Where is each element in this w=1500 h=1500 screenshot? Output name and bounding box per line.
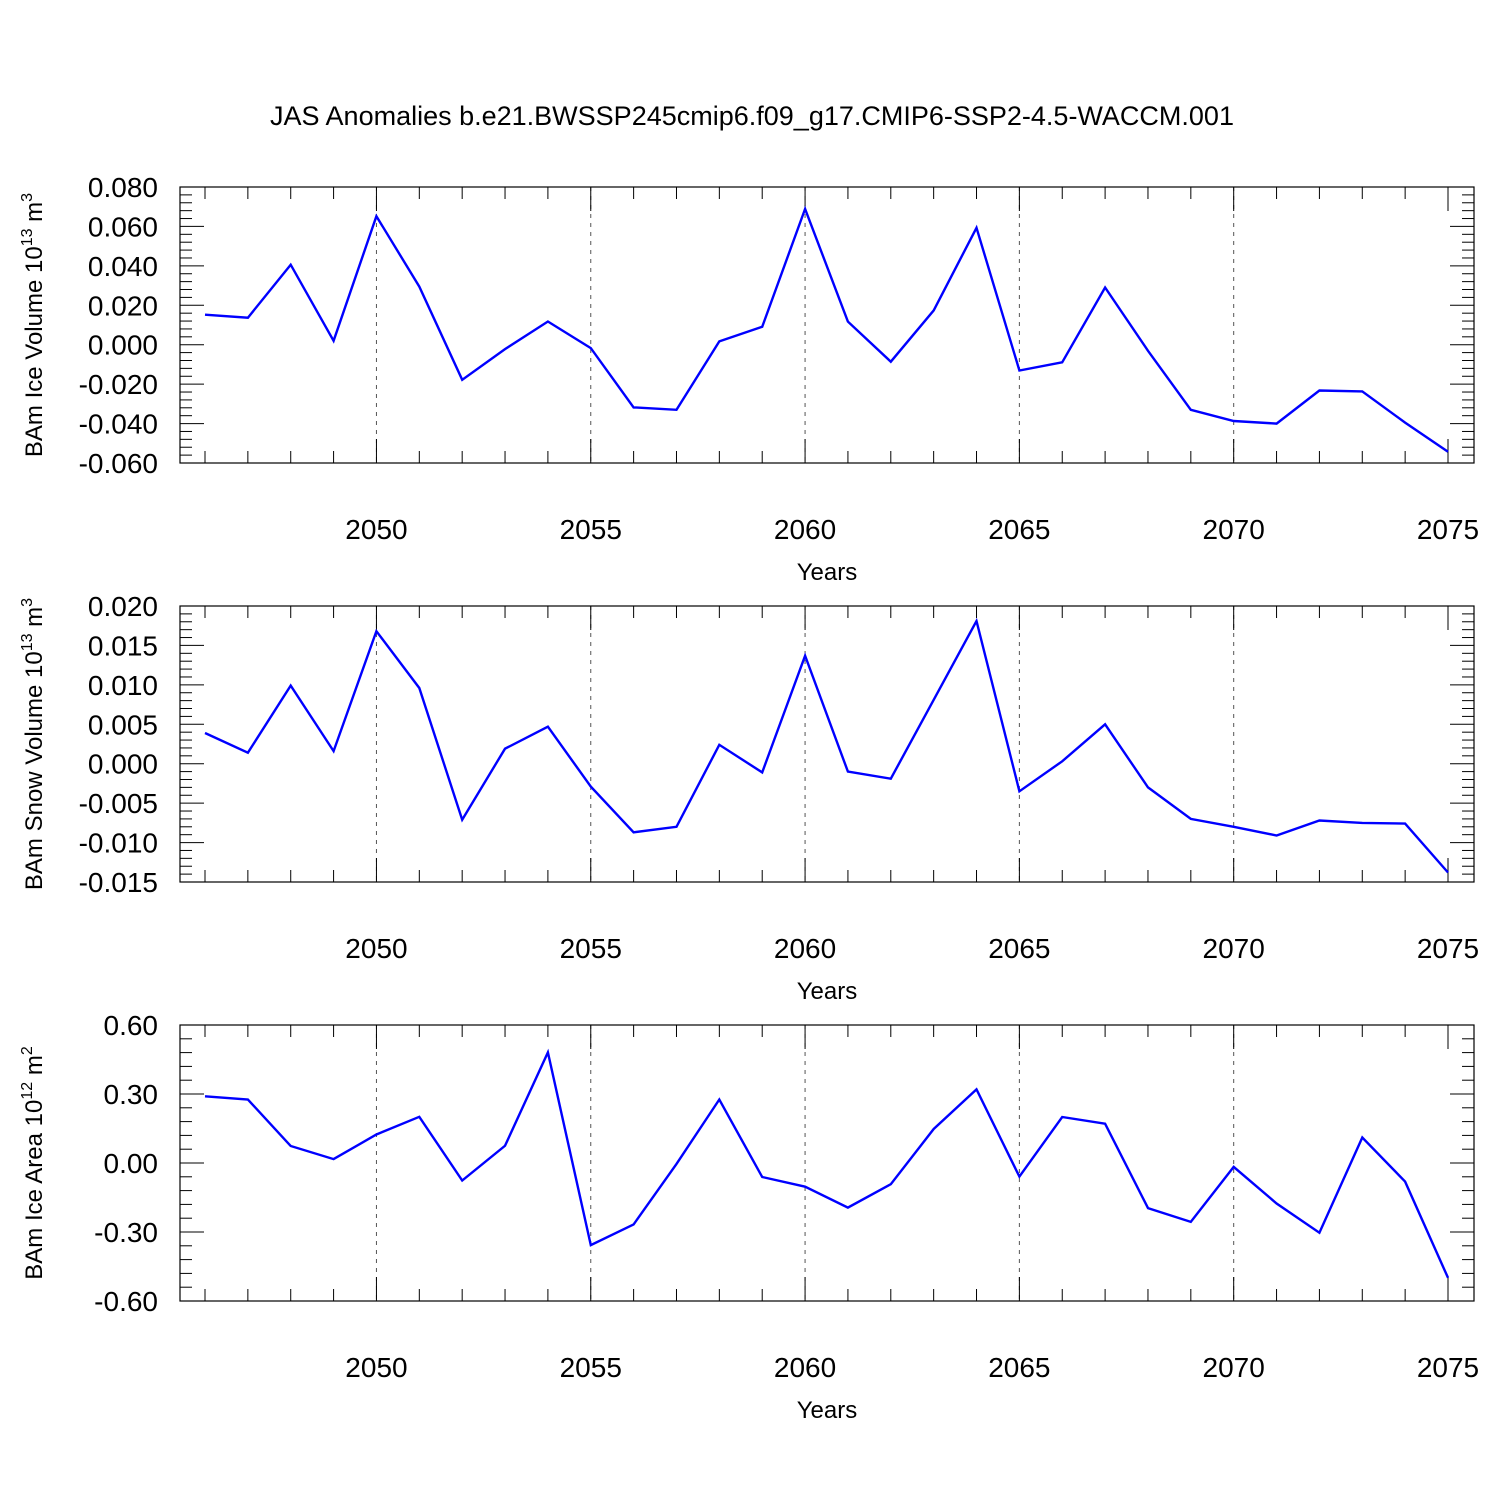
y-tick-label: -0.015 [79, 867, 158, 898]
chart-panel-1: 0.080 0.060 0.040 0.020 0.000 -0.020 -0.040 -0.… [19, 172, 1479, 586]
plot-frame [179, 605, 1475, 883]
x-tick-label: 2055 [560, 1352, 622, 1383]
y-axis-label: BAm Ice Area 1012 m2 [19, 1046, 48, 1280]
plot-frame [179, 1024, 1475, 1302]
x-tick-label: 2075 [1417, 514, 1479, 545]
x-tick-label: 2050 [345, 514, 407, 545]
x-tick-label: 2065 [988, 933, 1050, 964]
y-axis-label: BAm Ice Volume 1013 m3 [19, 193, 48, 457]
y-tick-label: 0.00 [104, 1148, 159, 1179]
y-tick-label: 0.60 [104, 1010, 159, 1041]
y-tick-label: 0.020 [88, 290, 158, 321]
y-tick-label: -0.005 [79, 788, 158, 819]
y-tick-label: 0.000 [88, 330, 158, 361]
y-tick-label: 0.000 [88, 749, 158, 780]
series-line [204, 617, 1449, 874]
y-tick-label: 0.040 [88, 251, 158, 282]
x-tick-label: 2070 [1203, 933, 1265, 964]
x-axis-label: Years [797, 559, 858, 586]
x-tick-label: 2070 [1203, 1352, 1265, 1383]
y-tick-label: -0.010 [79, 828, 158, 859]
x-tick-label: 2050 [345, 933, 407, 964]
x-tick-label: 2075 [1417, 933, 1479, 964]
y-tick-label: -0.060 [79, 448, 158, 479]
series-line [204, 205, 1449, 453]
x-tick-label: 2055 [560, 514, 622, 545]
x-tick-label: 2060 [774, 933, 836, 964]
y-tick-label: 0.005 [88, 709, 158, 740]
x-tick-label: 2070 [1203, 514, 1265, 545]
x-tick-label: 2075 [1417, 1352, 1479, 1383]
series-line [204, 1048, 1450, 1279]
x-tick-label: 2060 [774, 1352, 836, 1383]
y-tick-label: 0.020 [88, 591, 158, 622]
x-tick-label: 2060 [774, 514, 836, 545]
plot-frame [179, 186, 1475, 464]
x-tick-label: 2050 [345, 1352, 407, 1383]
x-tick-label: 2065 [988, 1352, 1050, 1383]
chart-panel-3: 0.60 0.30 0.00 -0.30 -0.60 2050 2055 2060 2065 20… [19, 1010, 1479, 1424]
y-tick-label: 0.060 [88, 211, 158, 242]
x-axis-label: Years [797, 978, 858, 1005]
y-tick-label: 0.30 [104, 1079, 159, 1110]
x-tick-label: 2065 [988, 514, 1050, 545]
y-tick-label: 0.010 [88, 670, 158, 701]
x-axis-label: Years [797, 1397, 858, 1424]
y-tick-label: -0.30 [94, 1217, 158, 1248]
x-tick-label: 2055 [560, 933, 622, 964]
y-tick-label: 0.015 [88, 630, 158, 661]
chart-title: JAS Anomalies b.e21.BWSSP245cmip6.f09_g1… [270, 101, 1234, 131]
y-axis-label: BAm Snow Volume 1013 m3 [19, 598, 48, 890]
y-tick-label: -0.040 [79, 409, 158, 440]
y-tick-label: -0.020 [79, 369, 158, 400]
panels-container: 0.080 0.060 0.040 0.020 0.000 -0.020 -0.040 -0.… [19, 172, 1479, 1424]
y-tick-label: 0.080 [88, 172, 158, 203]
chart-panel-2: 0.020 0.015 0.010 0.005 0.000 -0.005 -0.010 -0.… [19, 591, 1479, 1005]
y-tick-label: -0.60 [94, 1286, 158, 1317]
